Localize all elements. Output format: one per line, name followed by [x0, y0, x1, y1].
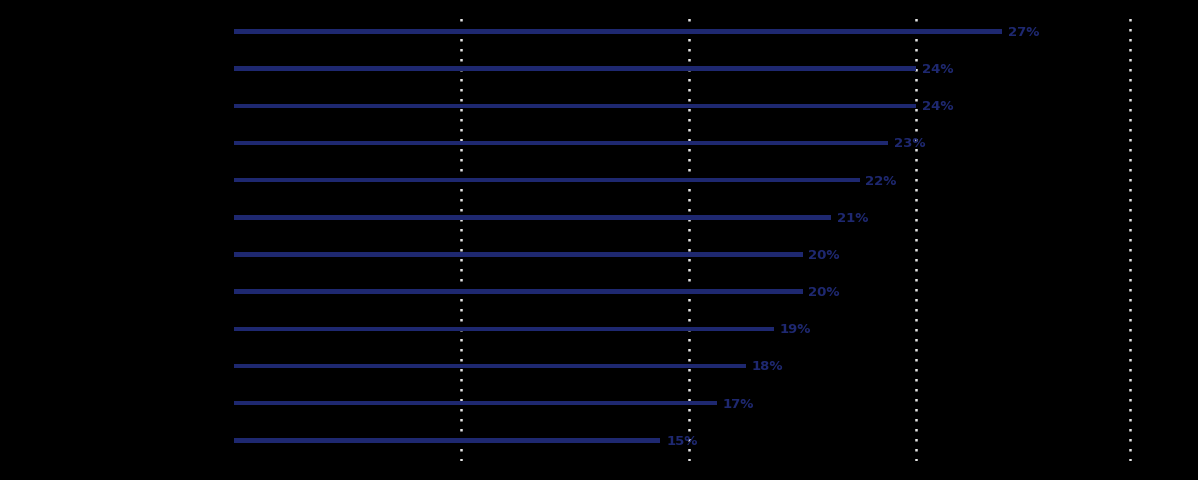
Text: 24%: 24% [922, 63, 954, 76]
Bar [234, 179, 860, 183]
Text: 27%: 27% [1008, 26, 1039, 39]
Bar [234, 104, 916, 109]
Text: 20%: 20% [809, 286, 840, 299]
Text: 15%: 15% [666, 434, 697, 447]
Bar [234, 67, 916, 72]
Text: 22%: 22% [865, 174, 896, 187]
Text: 21%: 21% [837, 211, 869, 224]
Text: 20%: 20% [809, 249, 840, 262]
Bar [234, 253, 803, 257]
Bar [234, 216, 831, 220]
Text: 18%: 18% [751, 360, 783, 372]
Text: 19%: 19% [780, 323, 811, 336]
Bar [234, 438, 660, 443]
Bar [234, 364, 746, 369]
Bar [234, 290, 803, 294]
Bar [234, 30, 1002, 35]
Bar [234, 327, 774, 331]
Bar [234, 401, 718, 406]
Bar [234, 142, 888, 146]
Text: 24%: 24% [922, 100, 954, 113]
Text: 23%: 23% [894, 137, 925, 150]
Text: 17%: 17% [724, 397, 755, 410]
